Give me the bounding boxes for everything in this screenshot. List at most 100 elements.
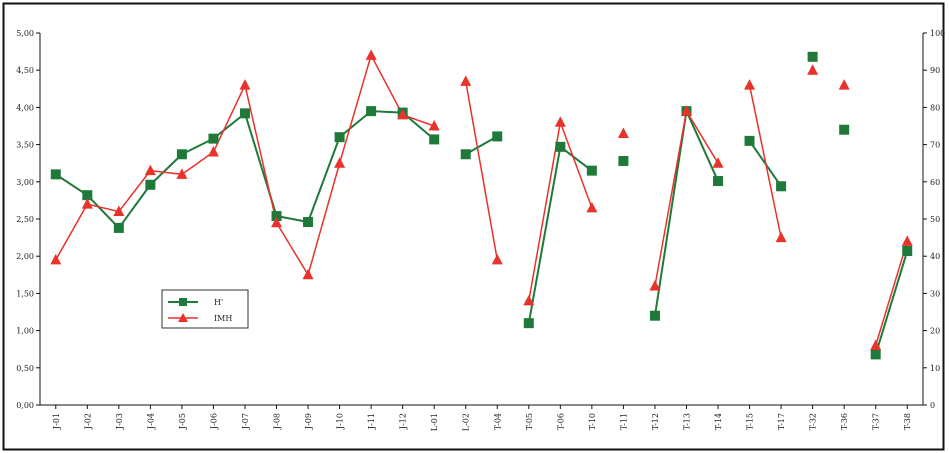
y-left-tick-label: 2,00 [16,252,34,261]
series-h-point [303,216,314,227]
y-right-tick-label: 0 [930,401,935,410]
series-0-segment [653,110,688,316]
x-tick-label: L-02 [462,413,471,431]
x-tick-label: J-04 [146,413,155,430]
y-left-tick-label: 0,00 [16,401,34,410]
x-tick-label: T-04 [493,413,502,430]
x-tick-label: T-13 [682,413,691,430]
y-right-tick-label: 40 [930,252,940,261]
series-0-segment [212,112,246,140]
series-imh-point [113,205,125,217]
series-1-segment [370,54,404,116]
series-h-point [82,190,93,201]
series-imh-point [334,157,346,168]
series-imh-point [428,120,440,131]
series-imh-point [649,279,661,291]
series-imh-point [207,146,219,157]
x-tick-label: J-03 [115,413,124,430]
y-left-tick-label: 5,00 [16,29,34,38]
series-imh-point [144,164,156,176]
series-1-segment [150,169,182,176]
x-tick-label: J-10 [336,413,345,430]
series-0-segment [149,153,183,186]
x-tick-label: J-05 [178,413,187,430]
series-imh-point [176,168,188,179]
series-0-segment [874,250,909,355]
legend-box [161,289,249,329]
series-1-segment [654,110,688,287]
series-h-point [744,135,755,146]
x-tick-label: J-12 [399,413,408,430]
series-h-point [50,169,61,180]
x-tick-label: J-11 [367,413,376,430]
series-imh-point [775,231,787,243]
series-h-point [776,181,787,192]
series-h-point [208,133,219,144]
series-group [50,49,913,360]
series-h-point [113,222,124,233]
series-1-segment [464,81,499,261]
x-tick-label: T-17 [777,413,786,430]
series-imh-point [744,79,756,90]
series-imh-point [271,216,283,228]
x-tick-label: T-15 [746,413,755,430]
legend-marker-imh [178,313,188,322]
series-1-segment [559,122,593,209]
series-1-segment [528,122,562,301]
legend-label-imh: IMH [214,314,232,323]
x-tick-label: J-06 [209,413,218,430]
series-h-point [366,106,377,117]
y-left-tick-label: 3,00 [16,178,34,187]
series-imh-point [586,201,598,213]
series-1-segment [212,84,246,153]
series-imh-point [712,157,724,168]
series-h-point [271,211,282,222]
series-0-segment [559,146,593,172]
series-1-segment [118,170,151,213]
series-1-segment [307,162,341,276]
series-0-segment [276,215,309,223]
series-1-segment [55,203,88,261]
series-h-point [713,176,724,187]
axes-group: 0,00 0,50 1,00 1,50 2,00 2,50 3,00 3,50 4,00 4,50… [16,29,945,431]
series-imh-point [807,64,819,75]
y-right-tick-label: 50 [930,215,940,224]
series-imh-point [302,268,314,280]
series-0-segment [685,110,719,182]
y-left-tick-label: 1,00 [16,327,34,336]
y-left-tick-label: 4,50 [16,66,34,75]
y-right-tick-label: 70 [930,141,940,150]
series-1-segment [748,84,782,238]
series-imh-point [838,79,850,90]
series-imh-point [680,105,692,116]
series-h-point [145,179,156,190]
series-1-segment [685,110,719,164]
x-tick-label: T-32 [809,413,818,430]
series-h-point [839,124,850,135]
series-0-segment [55,173,88,197]
series-0-segment [118,184,152,229]
x-tick-label: T-11 [619,413,628,430]
series-1-segment [402,114,435,127]
series-h-point [492,131,503,142]
series-imh-point [397,108,409,120]
series-h-point [586,165,597,176]
series-1-segment [275,222,309,276]
legend-label-h: H' [214,298,223,307]
series-h-point [334,132,345,143]
series-imh-point [81,198,93,209]
series-imh-point [50,253,62,265]
series-h-point [807,51,818,62]
y-right-tick-label: 60 [930,178,940,187]
y-right-tick-label: 30 [930,289,940,298]
x-tick-label: J-02 [83,413,92,430]
y-left-tick-label: 2,50 [16,215,34,224]
y-right-tick-label: 100 [930,29,945,38]
series-h-point [555,141,566,152]
x-tick-label: T-10 [588,413,597,430]
y-left-tick-label: 0,50 [16,364,34,373]
y-left-tick-label: 3,50 [16,141,34,150]
series-1-segment [874,241,908,346]
y-right-tick-label: 90 [930,66,940,75]
